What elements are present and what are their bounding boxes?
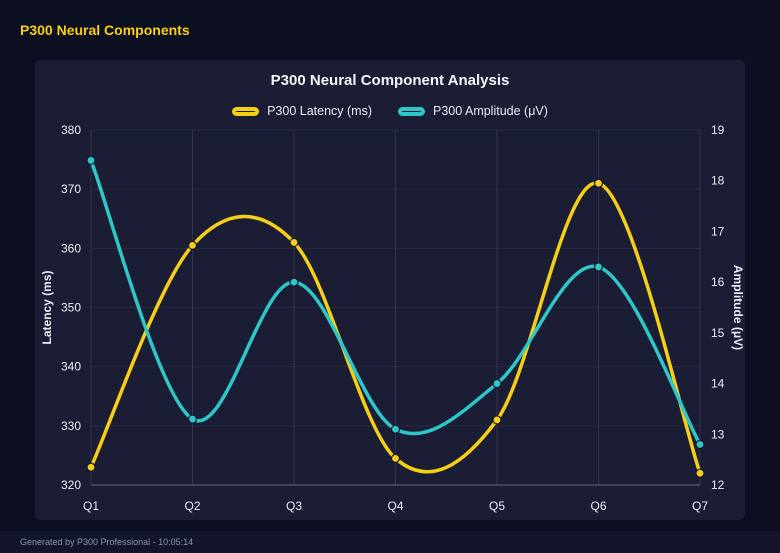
data-point	[695, 439, 705, 450]
legend-item-amplitude[interactable]: P300 Amplitude (μV)	[398, 104, 548, 118]
left-axis-tick-label: 340	[61, 360, 81, 374]
right-axis-tick-label: 16	[711, 275, 725, 289]
footer-text: Generated by P300 Professional - 10:05:1…	[20, 537, 194, 547]
data-point	[390, 424, 401, 434]
chart-title: P300 Neural Component Analysis	[270, 72, 510, 89]
page-title: P300 Neural Components	[20, 22, 190, 38]
left-axis-tick-label: 330	[61, 419, 81, 433]
data-point	[593, 262, 604, 272]
right-axis-tick-label: 19	[711, 123, 725, 137]
x-axis-tick-label: Q2	[184, 499, 200, 513]
right-axis-tick-label: 13	[711, 427, 725, 441]
chart-panel: P300 Neural Component Analysis P300 Late…	[35, 60, 745, 520]
x-axis-tick-label: Q7	[692, 499, 708, 513]
legend-label-latency: P300 Latency (ms)	[267, 104, 372, 118]
x-axis-tick-label: Q3	[286, 499, 302, 513]
data-point	[289, 277, 299, 287]
chart-legend: P300 Latency (ms) P300 Amplitude (μV)	[35, 104, 745, 118]
right-axis-tick-label: 18	[711, 174, 725, 188]
data-point	[492, 415, 502, 425]
data-point	[593, 178, 604, 188]
data-point	[390, 453, 401, 463]
left-axis-tick-label: 370	[61, 182, 81, 196]
data-point	[187, 414, 198, 424]
right-axis-tick-label: 14	[711, 377, 725, 391]
left-axis-title: Latency (ms)	[40, 270, 54, 344]
x-axis-tick-label: Q6	[590, 499, 606, 513]
right-axis-title: Amplitude (μV)	[731, 265, 745, 350]
data-point	[187, 240, 198, 250]
latency-legend-marker-icon	[232, 106, 260, 116]
left-axis-tick-label: 360	[61, 241, 81, 255]
footer-bar: Generated by P300 Professional - 10:05:1…	[0, 531, 780, 553]
chart-canvas: 320 330 340 350 360 370 380 12 13 14 15 16 17 18 19 Q1 Q…	[40, 123, 745, 513]
x-axis-tick-label: Q1	[83, 499, 99, 513]
left-axis-tick-label: 320	[61, 478, 81, 492]
data-point	[695, 468, 705, 478]
left-axis-tick-label: 350	[61, 301, 81, 315]
x-axis-tick-label: Q5	[489, 499, 505, 513]
legend-label-amplitude: P300 Amplitude (μV)	[433, 104, 548, 118]
right-axis-tick-label: 15	[711, 326, 725, 340]
data-point	[289, 237, 299, 248]
right-axis-tick-label: 17	[711, 224, 725, 238]
legend-item-latency[interactable]: P300 Latency (ms)	[232, 104, 372, 118]
data-point	[86, 155, 96, 166]
data-point	[86, 462, 96, 472]
amplitude-legend-marker-icon	[398, 106, 425, 116]
left-axis-tick-label: 380	[61, 123, 81, 137]
right-axis-tick-label: 12	[711, 478, 725, 492]
data-point	[492, 378, 502, 389]
x-axis-tick-label: Q4	[387, 499, 403, 513]
